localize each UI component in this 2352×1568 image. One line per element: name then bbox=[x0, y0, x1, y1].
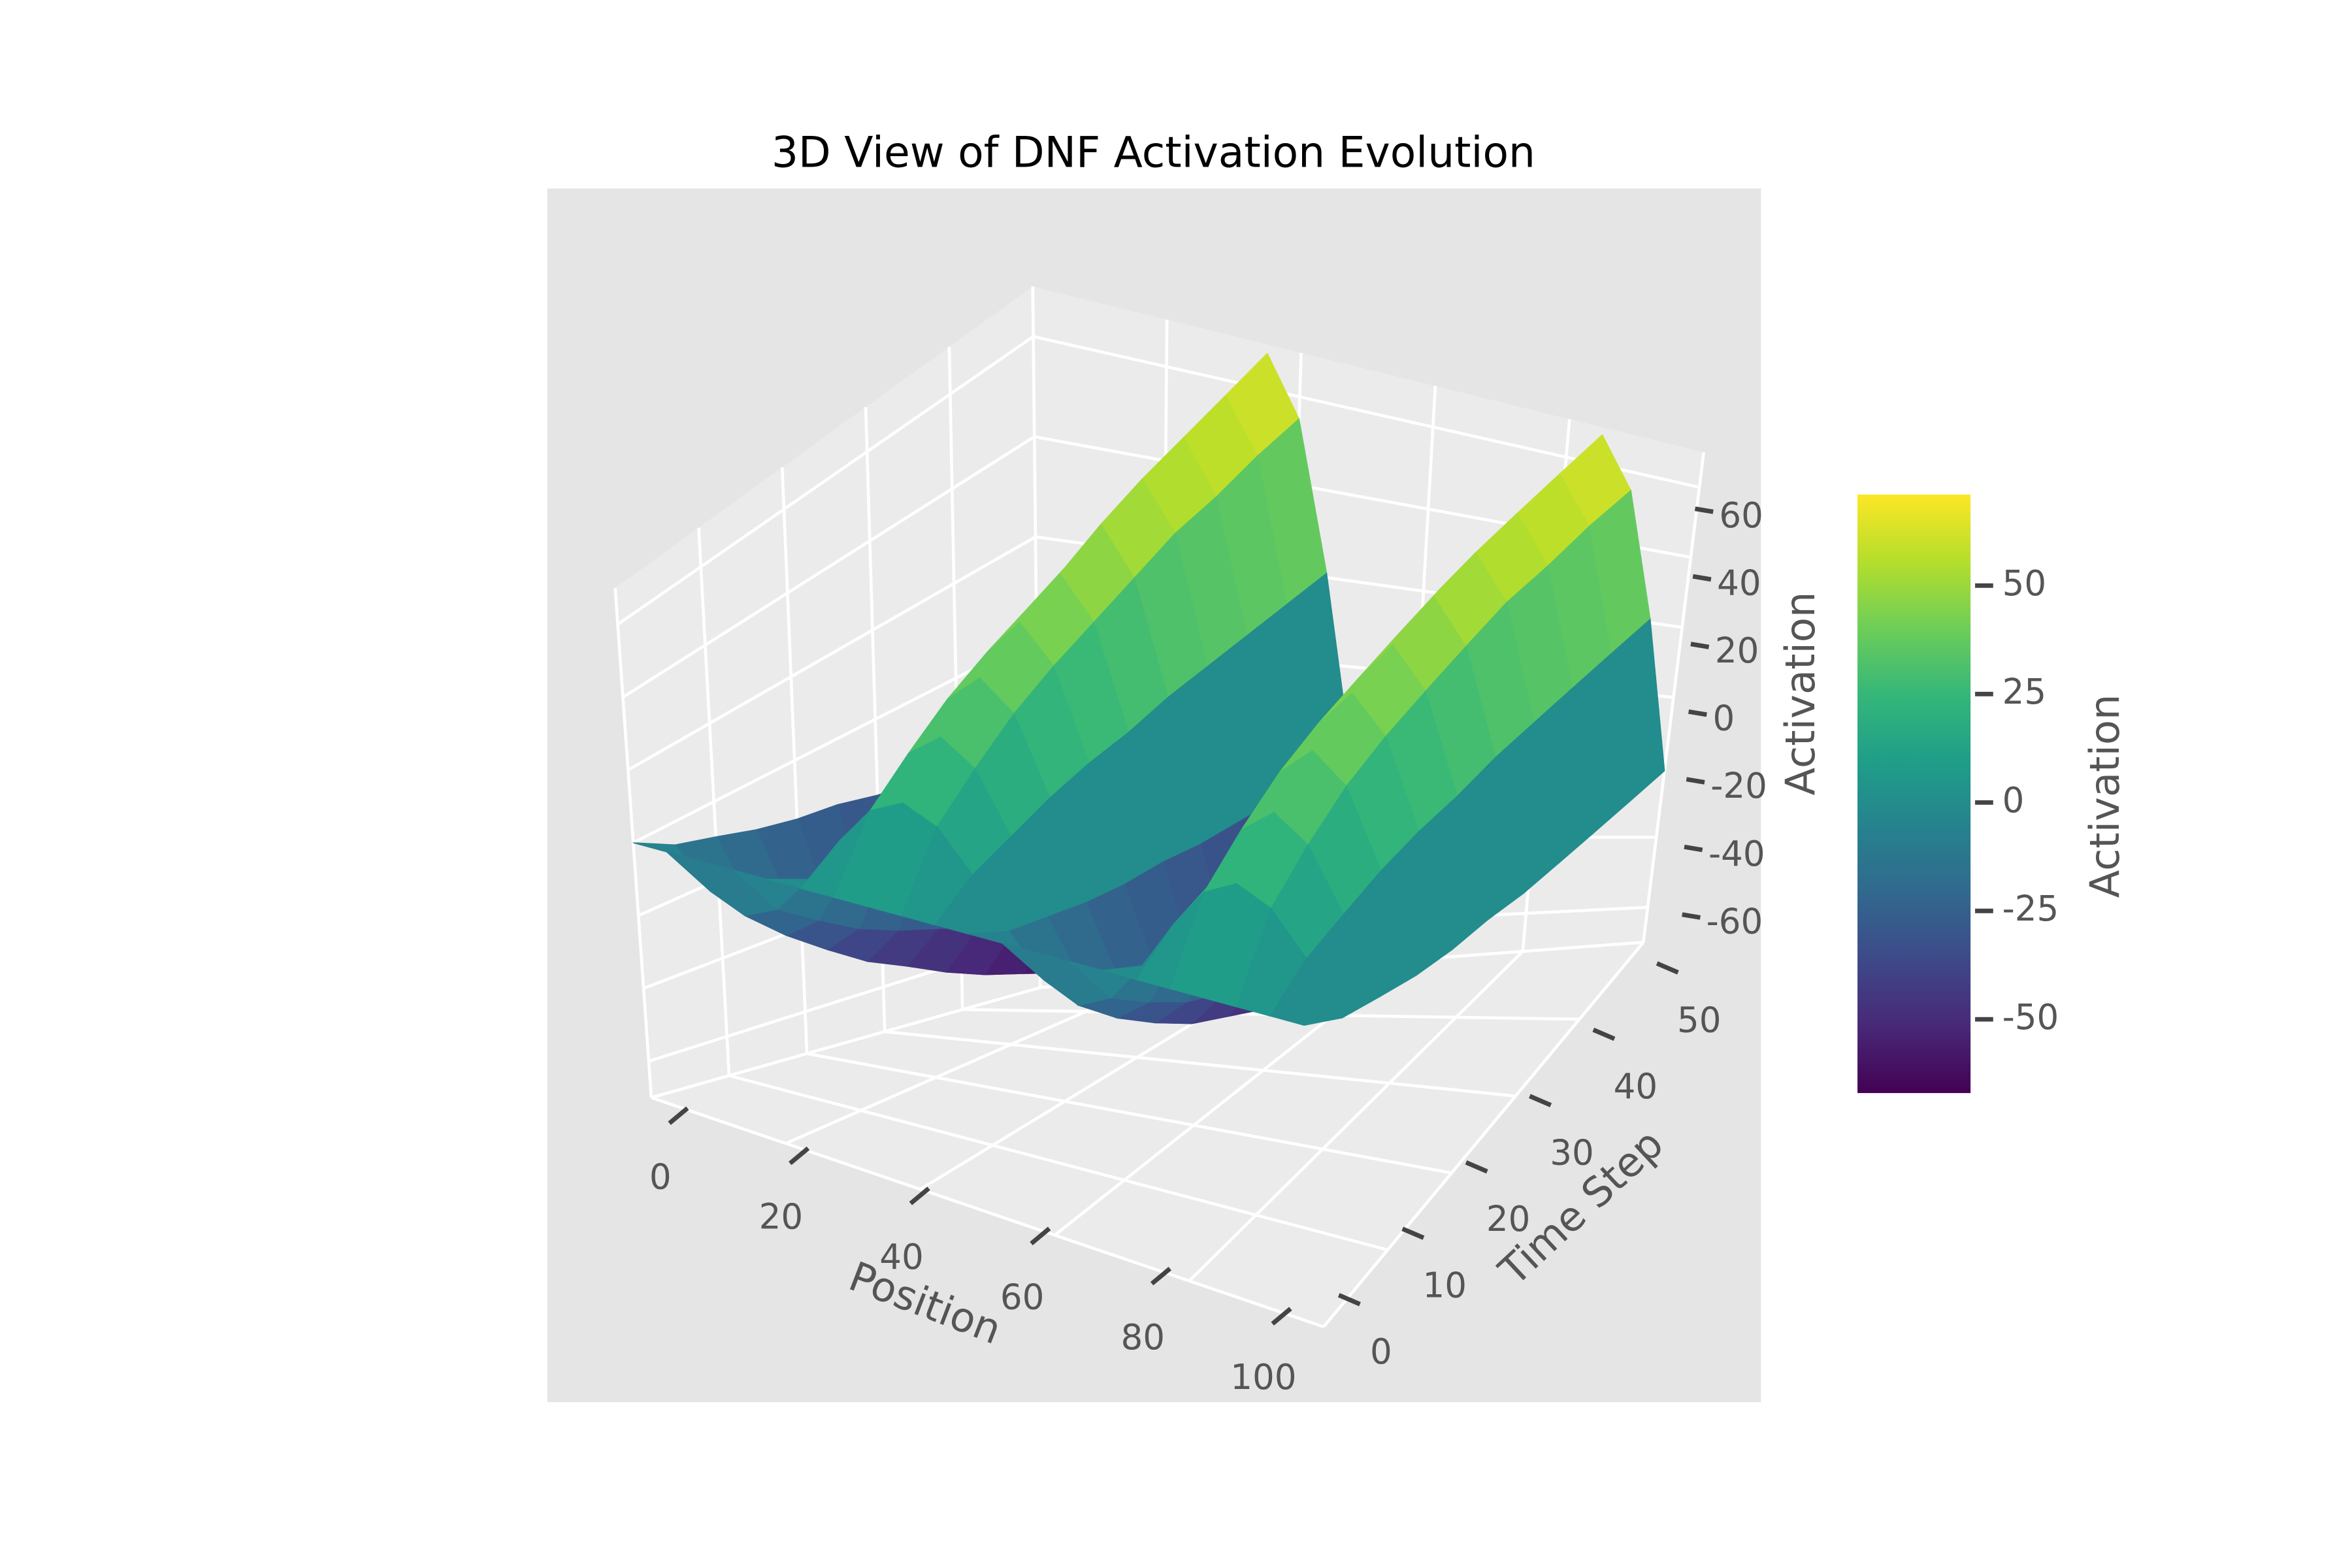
z-tick-label: 40 bbox=[1717, 563, 1761, 604]
y-tick-label: 0 bbox=[1370, 1331, 1392, 1372]
tick-mark bbox=[1401, 1226, 1425, 1240]
z-tick-label: 60 bbox=[1719, 495, 1763, 536]
tick-mark bbox=[1694, 506, 1714, 514]
tick-mark bbox=[1692, 574, 1712, 582]
colorbar-tick-label: 0 bbox=[2002, 780, 2025, 821]
grid-line bbox=[884, 1030, 1516, 1098]
tick-mark bbox=[1682, 912, 1701, 920]
colorbar-tick-label: 25 bbox=[2002, 672, 2047, 712]
x-tick-label: 20 bbox=[759, 1197, 804, 1237]
tick-mark bbox=[1030, 1226, 1051, 1246]
colorbar-tick-label: -50 bbox=[2002, 997, 2059, 1037]
x-tick-label: 40 bbox=[879, 1237, 924, 1277]
grid-line bbox=[806, 1052, 1452, 1175]
grid-line bbox=[622, 435, 1036, 699]
grid-line bbox=[651, 986, 1041, 1100]
tick-mark bbox=[1465, 1160, 1488, 1174]
x-tick-label: 0 bbox=[649, 1156, 672, 1197]
grid-line bbox=[632, 635, 1037, 845]
x-tick-label: 80 bbox=[1120, 1317, 1165, 1358]
colorbar bbox=[1857, 494, 1971, 1094]
surface bbox=[633, 352, 1665, 1026]
grid-line bbox=[1188, 950, 1524, 1282]
tick-mark bbox=[1688, 709, 1707, 717]
tick-mark bbox=[1271, 1307, 1292, 1326]
z-tick-label: 0 bbox=[1713, 698, 1735, 739]
surface-patch bbox=[1269, 958, 1343, 1026]
y-tick-label: 10 bbox=[1422, 1265, 1467, 1305]
y-tick-label: 40 bbox=[1614, 1066, 1658, 1107]
grid-line bbox=[617, 335, 1034, 626]
y-tick-label: 50 bbox=[1677, 1000, 1722, 1040]
tick-mark bbox=[1529, 1094, 1552, 1107]
tick-mark bbox=[789, 1146, 810, 1166]
grid-line bbox=[1642, 452, 1705, 943]
grid-line bbox=[1322, 941, 1645, 1328]
grid-line bbox=[651, 1096, 1324, 1328]
chart-title: 3D View of DNF Activation Evolution bbox=[772, 128, 1535, 177]
grid-line bbox=[728, 1074, 1388, 1252]
tick-mark bbox=[1684, 844, 1703, 853]
tick-mark bbox=[1656, 961, 1679, 975]
tick-mark bbox=[668, 1106, 689, 1125]
x-tick-label: 100 bbox=[1230, 1357, 1296, 1397]
y-tick-label: 30 bbox=[1550, 1132, 1594, 1173]
z-tick-label: -20 bbox=[1710, 766, 1767, 806]
tick-mark bbox=[909, 1186, 930, 1205]
colorbar-tick-label: -25 bbox=[2002, 889, 2059, 929]
colorbar-ticks: -50 -25 0 25 50 bbox=[1975, 563, 2059, 1037]
colorbar-title: Activation bbox=[2081, 694, 2129, 898]
tick-mark bbox=[1592, 1027, 1616, 1041]
tick-mark bbox=[1150, 1267, 1171, 1286]
z-axis-title: Activation bbox=[1776, 592, 1824, 796]
tick-mark bbox=[1690, 642, 1710, 649]
x-tick-label: 60 bbox=[1000, 1277, 1045, 1317]
tick-mark bbox=[1337, 1293, 1361, 1307]
ticks: 0 20 40 60 80 100 0 10 20 30 40 50 -60 -40 -20 0 20 40 60 bbox=[649, 495, 1767, 1397]
grid-line bbox=[627, 535, 1037, 772]
colorbar-tick-label: 50 bbox=[2002, 563, 2047, 604]
z-tick-label: 20 bbox=[1715, 630, 1759, 671]
z-tick-label: -60 bbox=[1707, 901, 1763, 941]
z-tick-label: -40 bbox=[1708, 834, 1765, 874]
floor-wall bbox=[651, 942, 1644, 1327]
tick-mark bbox=[1686, 777, 1705, 785]
y-tick-label: 20 bbox=[1486, 1199, 1531, 1239]
